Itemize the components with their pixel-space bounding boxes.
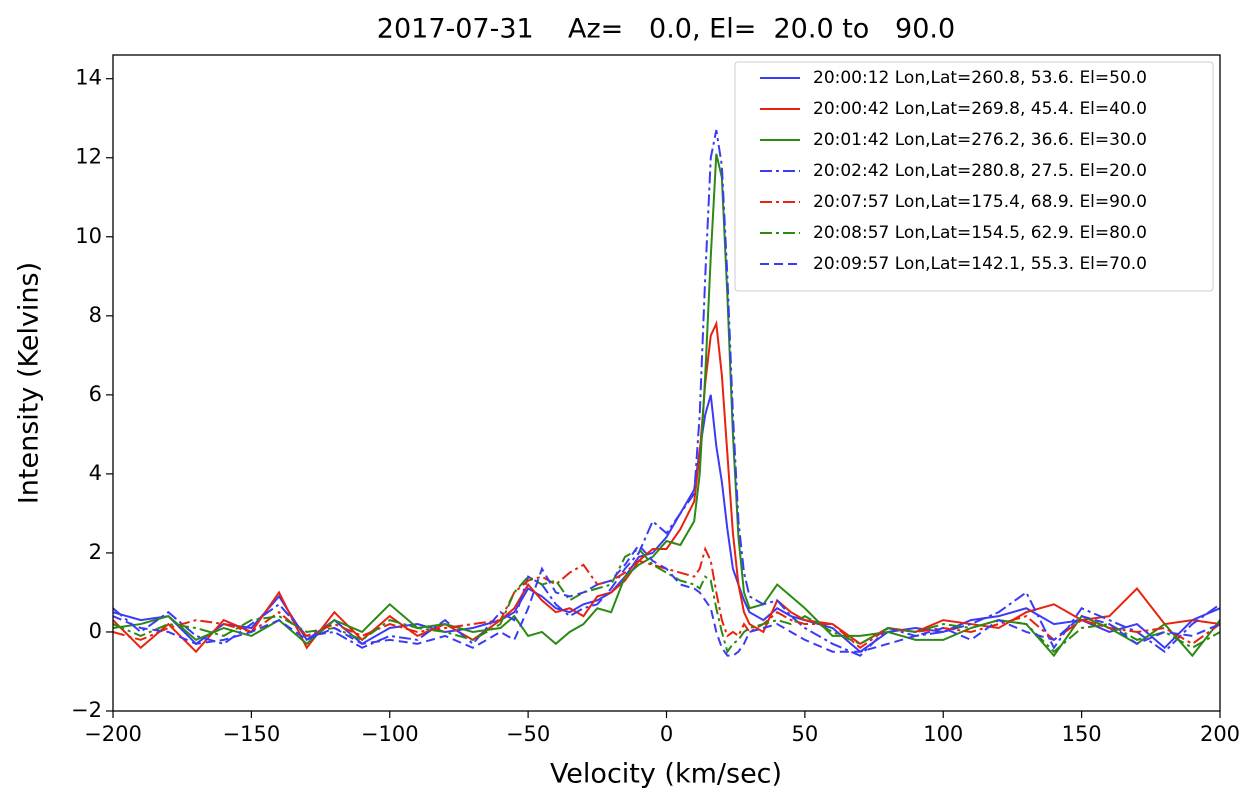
series-line (113, 129, 1220, 657)
y-axis-label: Intensity (Kelvins) (14, 262, 45, 504)
y-tick-label: 4 (89, 461, 102, 485)
x-tick-label: −50 (506, 722, 550, 746)
x-tick-label: 200 (1200, 722, 1240, 746)
legend-label: 20:09:57 Lon,Lat=142.1, 55.3. El=70.0 (813, 254, 1147, 274)
y-tick-label: 14 (75, 66, 102, 90)
y-tick-label: 12 (75, 145, 102, 169)
x-tick-label: 100 (923, 722, 963, 746)
x-tick-label: −200 (84, 722, 142, 746)
series-line (113, 546, 1220, 650)
legend-label: 20:07:57 Lon,Lat=175.4, 68.9. El=90.0 (813, 192, 1147, 212)
legend-label: 20:01:42 Lon,Lat=276.2, 36.6. El=30.0 (813, 130, 1147, 150)
y-tick-label: 2 (89, 540, 102, 564)
series-line (113, 153, 1220, 658)
x-tick-label: −150 (223, 722, 281, 746)
legend-label: 20:00:12 Lon,Lat=260.8, 53.6. El=50.0 (813, 68, 1147, 88)
legend-label: 20:02:42 Lon,Lat=280.8, 27.5. El=20.0 (813, 161, 1147, 181)
chart-title: 2017-07-31 Az= 0.0, El= 20.0 to 90.0 (377, 14, 955, 45)
x-tick-label: −100 (361, 722, 419, 746)
y-tick-label: 0 (89, 619, 102, 643)
y-tick-label: 10 (75, 224, 102, 248)
y-tick-label: −2 (71, 698, 102, 722)
series-line (113, 547, 1220, 655)
legend-box (734, 61, 1214, 292)
series-line (113, 543, 1220, 657)
legend-label: 20:08:57 Lon,Lat=154.5, 62.9. El=80.0 (813, 223, 1147, 243)
x-tick-label: 50 (792, 722, 819, 746)
y-tick-label: 8 (89, 303, 102, 327)
plot-frame (112, 54, 1221, 712)
x-tick-label: 0 (660, 722, 673, 746)
x-axis-label: Velocity (km/sec) (550, 759, 782, 790)
x-tick-label: 150 (1062, 722, 1102, 746)
y-tick-label: 6 (89, 382, 102, 406)
series-line (113, 320, 1220, 654)
legend-label: 20:00:42 Lon,Lat=269.8, 45.4. El=40.0 (813, 99, 1147, 119)
